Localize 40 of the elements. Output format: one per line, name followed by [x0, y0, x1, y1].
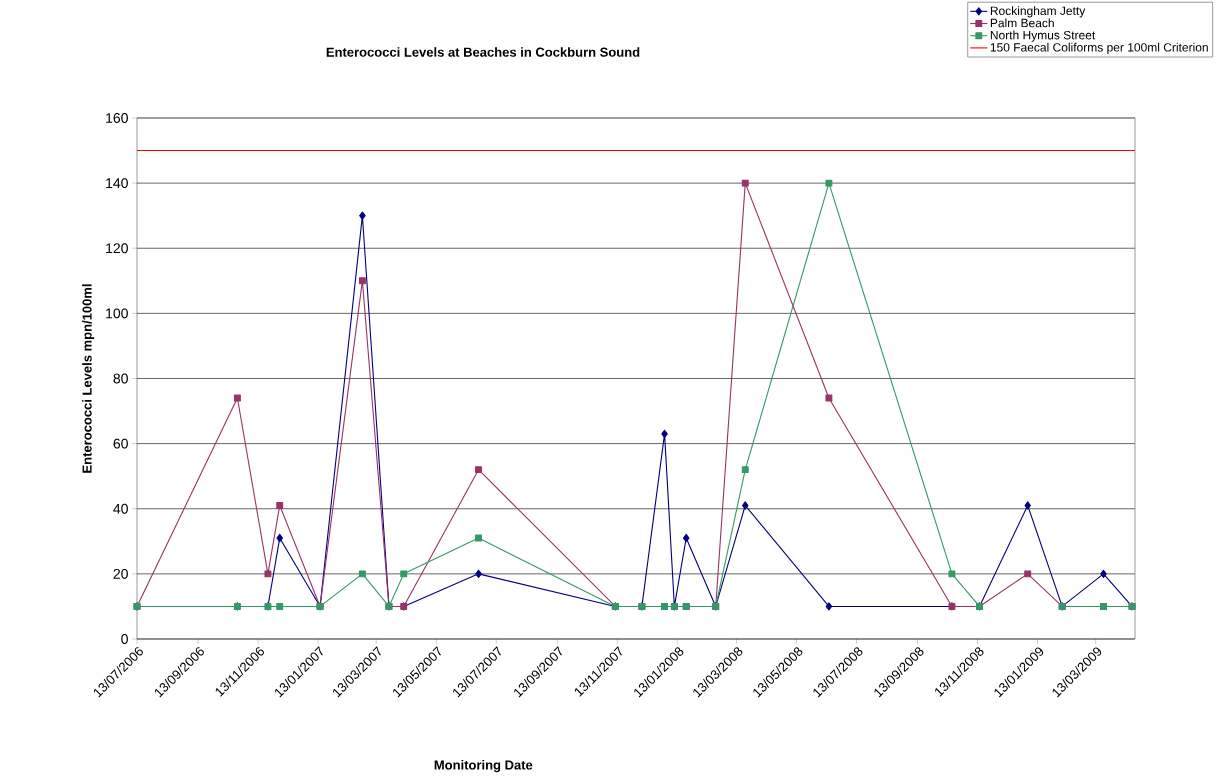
- point: [1024, 570, 1032, 578]
- point: [276, 502, 284, 509]
- point: [358, 570, 366, 578]
- y-tick-label: 100: [106, 308, 128, 319]
- legend-label: 150 Faecal Coliforms per 100ml Criterion: [990, 42, 1208, 54]
- point: [825, 179, 833, 187]
- y-tick-label: 20: [113, 568, 128, 579]
- point: [1100, 569, 1107, 579]
- point: [661, 429, 668, 438]
- y-tick-label: 0: [121, 634, 128, 644]
- point: [948, 570, 956, 578]
- point: [825, 394, 833, 402]
- point: [400, 570, 408, 578]
- point: [682, 533, 690, 543]
- y-axis-title: Enterococci Levels mpn/100ml: [82, 284, 95, 473]
- point: [233, 394, 241, 402]
- y-tick-label: 60: [113, 438, 128, 449]
- y-tick-label: 120: [106, 243, 128, 254]
- chart-title: Enterococci Levels at Beaches in Cockburn Sound: [326, 47, 640, 57]
- point: [742, 501, 749, 510]
- y-tick-label: 40: [113, 503, 128, 514]
- point: [276, 602, 284, 610]
- point: [741, 179, 749, 187]
- point: [264, 570, 272, 578]
- point: [359, 211, 366, 220]
- y-tick-label: 140: [106, 178, 128, 189]
- point: [741, 466, 749, 474]
- point: [475, 466, 482, 474]
- y-tick-label: 160: [106, 113, 128, 123]
- point: [358, 277, 366, 285]
- y-tick-label: 80: [113, 373, 128, 384]
- legend-label: Palm Beach: [990, 18, 1054, 28]
- x-axis-title: Monitoring Date: [434, 760, 533, 773]
- point: [1024, 501, 1031, 510]
- point: [825, 602, 833, 611]
- point: [475, 569, 482, 579]
- legend-label: North Hymus Street: [990, 30, 1096, 42]
- point: [276, 533, 283, 543]
- point: [475, 534, 482, 542]
- legend-label: Rockingham Jetty: [990, 6, 1086, 18]
